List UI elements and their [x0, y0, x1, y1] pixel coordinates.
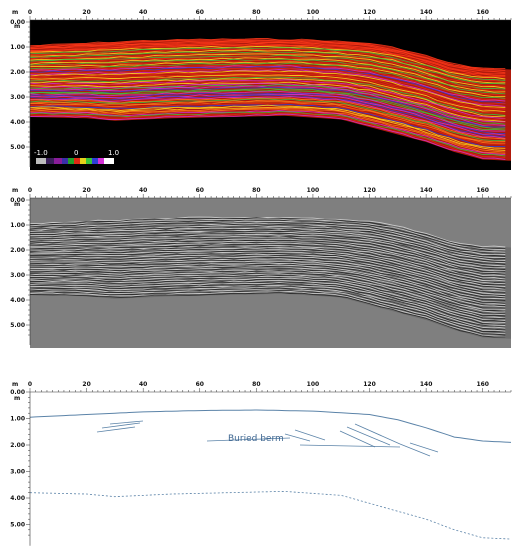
x-tick-label: 160: [476, 381, 489, 388]
x-tick-label: 160: [476, 9, 489, 16]
x-tick-label: 40: [139, 9, 147, 16]
amplitude-axes: 0 20 40 60 80 100 120 140 160m0.001.002.003.004.…: [10, 9, 512, 167]
y-tick-label: 0.00: [10, 19, 25, 26]
x-tick-label: 40: [139, 381, 147, 388]
y-tick-label: 2.00: [10, 247, 25, 254]
y-tick-label: 3.00: [10, 272, 25, 279]
x-tick-label: 60: [196, 187, 204, 194]
y-tick-label: 0.00: [10, 197, 25, 204]
interpretation-panel: Buried berm 0 20 40 60 80 100 120 140 160 m0.00 1.…: [10, 381, 512, 546]
x-tick-label: 140: [420, 187, 433, 194]
x-tick-label: 20: [82, 187, 90, 194]
x-tick-label: 40: [139, 187, 147, 194]
y-unit-label: m: [14, 395, 20, 402]
x-unit-label: m: [12, 9, 18, 16]
colorbar-max-label: 1.0: [108, 149, 119, 157]
berm-reflectors: [96, 420, 439, 457]
y-tick-label: 4.00: [10, 297, 25, 304]
y-unit-label: m: [14, 23, 20, 30]
y-tick-label: 4.00: [10, 119, 25, 126]
x-tick-label: 120: [363, 187, 376, 194]
y-tick-label: 2.00: [10, 442, 25, 449]
x-tick-label: 60: [196, 381, 204, 388]
greyscale-panel: 0 20 40 60 80 100 120 140 160m0.001.002.003.004.…: [10, 187, 512, 348]
x-tick-label: 0: [28, 187, 32, 194]
amplitude-panel: -1.0 0 1.0 0 20 40 60 80 100 120 140 160m0.001.0…: [10, 9, 512, 170]
x-tick-label: 140: [420, 9, 433, 16]
greyscale-reflectors: [30, 216, 506, 338]
colorbar-min-label: -1.0: [34, 149, 48, 157]
x-tick-label: 160: [476, 187, 489, 194]
x-tick-label: 80: [252, 381, 260, 388]
x-tick-label: 100: [307, 187, 320, 194]
x-tick-label: 20: [82, 381, 90, 388]
x-tick-label: 60: [196, 9, 204, 16]
x-tick-label: 120: [363, 9, 376, 16]
greyscale-axes: 0 20 40 60 80 100 120 140 160m0.001.002.003.004.…: [10, 187, 512, 345]
x-tick-label: 80: [252, 187, 260, 194]
y-tick-label: 0.00: [10, 389, 25, 396]
interpretation-axes: 0 20 40 60 80 100 120 140 160 m0.00 1.00 2.00 3.00 4.…: [10, 381, 512, 546]
y-tick-label: 5.00: [10, 322, 25, 329]
y-tick-label: 1.00: [10, 416, 25, 423]
y-tick-label: 5.00: [10, 522, 25, 529]
colorbar-mid-label: 0: [74, 149, 78, 157]
y-unit-label: m: [14, 201, 20, 208]
x-tick-label: 0: [28, 9, 32, 16]
y-tick-label: 1.00: [10, 44, 25, 51]
y-tick-label: 1.00: [10, 222, 25, 229]
x-tick-label: 100: [307, 381, 320, 388]
y-tick-label: 4.00: [10, 495, 25, 502]
x-tick-label: 120: [363, 381, 376, 388]
x-tick-label: 0: [28, 381, 32, 388]
x-unit-label: m: [12, 187, 18, 194]
x-tick-label: 80: [252, 9, 260, 16]
x-tick-label: 20: [82, 9, 90, 16]
amplitude-colorbar: -1.0 0 1.0: [34, 149, 119, 164]
y-tick-label: 2.00: [10, 69, 25, 76]
amplitude-reflectors: [30, 38, 506, 160]
x-tick-label: 140: [420, 381, 433, 388]
y-tick-label: 3.00: [10, 469, 25, 476]
x-tick-label: 100: [307, 9, 320, 16]
x-unit-label: m: [12, 381, 18, 388]
penetration-limit-line: [29, 490, 512, 540]
ground-surface-line: [29, 409, 512, 443]
y-tick-label: 3.00: [10, 94, 25, 101]
buried-berm-label: Buried berm: [228, 434, 284, 444]
y-tick-label: 5.00: [10, 144, 25, 151]
